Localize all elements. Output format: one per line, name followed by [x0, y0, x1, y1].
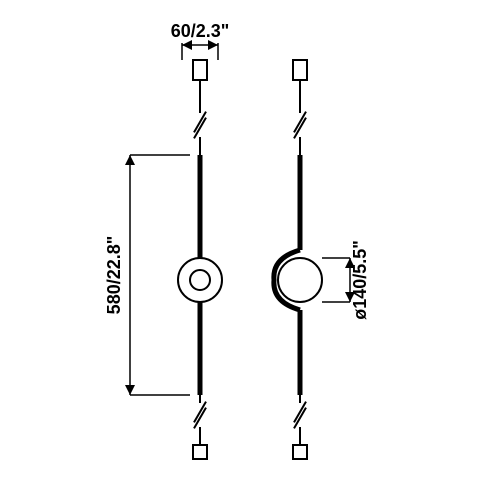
dim-height-label: 580/22.8" [104, 236, 124, 315]
dim-width-label: 60/2.3" [171, 21, 230, 41]
front-view [178, 60, 222, 459]
dim-diameter-label: ø140/5.5" [350, 240, 370, 320]
side-view [274, 60, 322, 459]
dim-diameter: ø140/5.5" [322, 240, 370, 320]
dim-width: 60/2.3" [171, 21, 230, 60]
dim-height: 580/22.8" [104, 155, 190, 395]
technical-drawing: 60/2.3" 580/22.8" ø140/5.5" [0, 0, 500, 500]
